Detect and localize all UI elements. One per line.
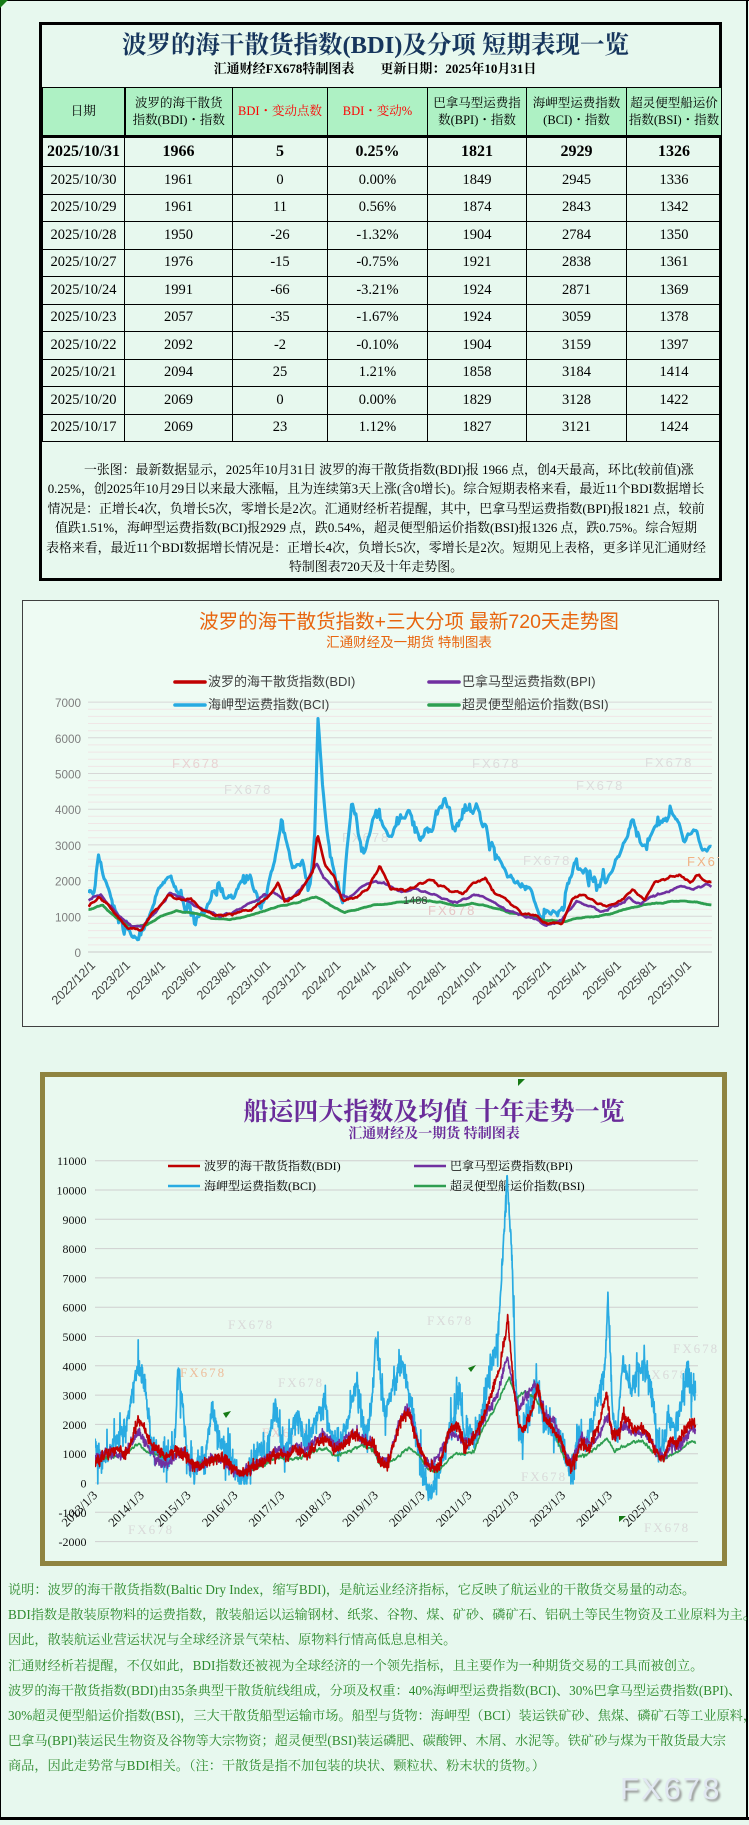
svg-text:巴拿马型运费指数(BPI): 巴拿马型运费指数(BPI) (450, 1158, 573, 1173)
svg-text:海岬型运费指数(BCI): 海岬型运费指数(BCI) (208, 697, 329, 712)
svg-text:汇通财经及一期货 特制图表: 汇通财经及一期货 特制图表 (326, 634, 492, 650)
svg-text:FX678: FX678 (427, 1313, 473, 1328)
svg-text:-2000: -2000 (59, 1535, 87, 1549)
svg-text:FX678: FX678 (278, 1375, 324, 1390)
svg-text:7000: 7000 (55, 697, 82, 710)
svg-text:FX678: FX678 (523, 853, 571, 868)
svg-text:超灵便型船运价指数(BSI): 超灵便型船运价指数(BSI) (462, 697, 609, 712)
svg-text:FX678: FX678 (576, 778, 624, 793)
svg-text:FX678: FX678 (521, 1469, 567, 1484)
svg-text:3000: 3000 (55, 840, 82, 853)
svg-text:1488: 1488 (403, 895, 427, 907)
svg-text:4000: 4000 (55, 804, 82, 817)
svg-text:5000: 5000 (55, 769, 82, 782)
svg-text:FX678: FX678 (172, 756, 220, 771)
svg-text:FX678: FX678 (472, 756, 520, 771)
svg-text:波罗的海干散货指数+三大分项 最新720天走势图: 波罗的海干散货指数+三大分项 最新720天走势图 (199, 611, 619, 633)
svg-text:7000: 7000 (63, 1271, 87, 1285)
svg-text:波罗的海干散货指数(BDI): 波罗的海干散货指数(BDI) (204, 1158, 341, 1173)
svg-text:FX678: FX678 (673, 1341, 719, 1356)
svg-text:1000: 1000 (63, 1447, 87, 1461)
svg-text:4000: 4000 (63, 1359, 87, 1373)
svg-text:2000: 2000 (63, 1418, 87, 1432)
svg-text:-1000: -1000 (59, 1506, 87, 1520)
svg-text:FX678: FX678 (180, 1365, 226, 1380)
svg-text:汇通财经及一期货 特制图表: 汇通财经及一期货 特制图表 (348, 1125, 520, 1142)
svg-text:FX678: FX678 (642, 1367, 688, 1382)
svg-text:FX678: FX678 (645, 755, 693, 770)
svg-text:3000: 3000 (63, 1389, 87, 1403)
svg-text:FX678: FX678 (687, 854, 719, 869)
svg-text:FX678: FX678 (224, 782, 272, 797)
svg-text:8000: 8000 (63, 1242, 87, 1256)
svg-text:6000: 6000 (63, 1301, 87, 1315)
svg-text:巴拿马型运费指数(BPI): 巴拿马型运费指数(BPI) (462, 674, 596, 689)
svg-text:9000: 9000 (63, 1213, 87, 1227)
svg-text:10000: 10000 (57, 1184, 87, 1198)
svg-text:船运四大指数及均值 十年走势一览: 船运四大指数及均值 十年走势一览 (243, 1097, 624, 1126)
svg-text:FX678: FX678 (428, 903, 476, 918)
svg-text:11000: 11000 (57, 1154, 87, 1168)
svg-text:FX678: FX678 (644, 1520, 690, 1535)
svg-text:1000: 1000 (55, 911, 82, 924)
svg-text:超灵便型船运价指数(BSI): 超灵便型船运价指数(BSI) (450, 1178, 585, 1193)
svg-text:海岬型运费指数(BCI): 海岬型运费指数(BCI) (204, 1178, 316, 1193)
svg-text:波罗的海干散货指数(BDI): 波罗的海干散货指数(BDI) (208, 674, 355, 689)
svg-text:FX678: FX678 (128, 1522, 174, 1537)
svg-text:5000: 5000 (63, 1330, 87, 1344)
svg-text:2000: 2000 (55, 876, 82, 889)
svg-text:FX678: FX678 (342, 830, 390, 845)
svg-text:6000: 6000 (55, 733, 82, 746)
svg-text:0: 0 (74, 947, 81, 960)
svg-text:0: 0 (81, 1477, 87, 1491)
svg-text:FX678: FX678 (228, 1317, 274, 1332)
